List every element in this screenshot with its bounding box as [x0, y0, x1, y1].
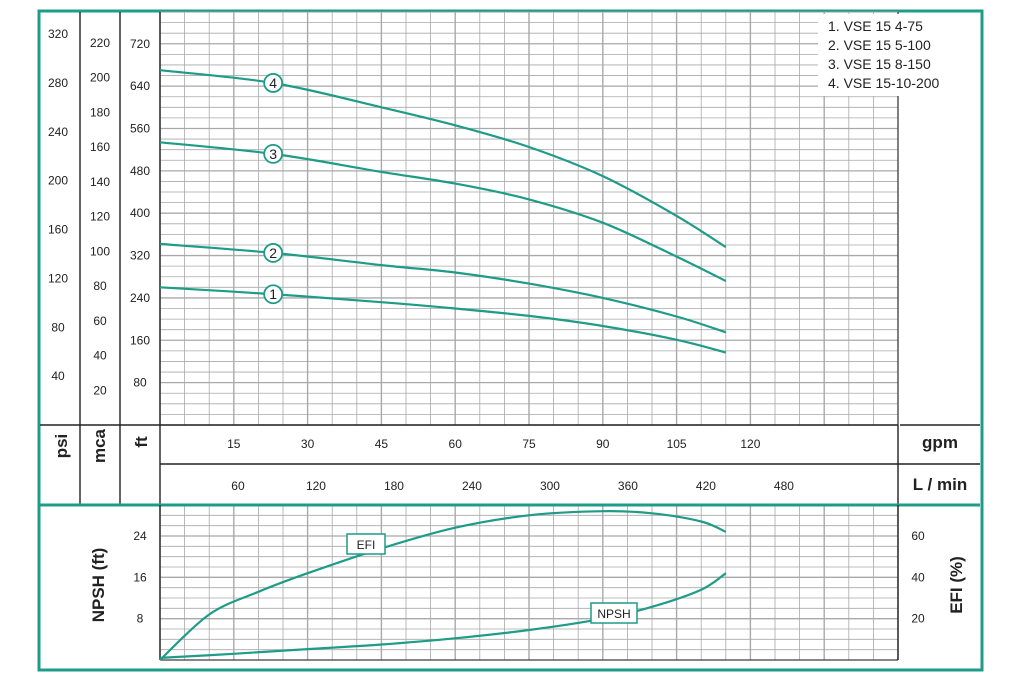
npsh-tick-label: 24: [133, 529, 147, 543]
curve-marker-3: [263, 144, 284, 164]
npsh-tick-label: 8: [137, 612, 144, 626]
npsh-tick-label: 16: [133, 570, 147, 584]
lmin-tick-label: 120: [306, 479, 326, 493]
ft-tick-label: 480: [130, 164, 150, 178]
psi-tick-label: 320: [48, 27, 68, 41]
efi-tick-label: 60: [911, 529, 925, 543]
legend-entry-4: 4. VSE 15-10-200: [828, 75, 940, 91]
lmin-tick-label: 180: [384, 479, 404, 493]
lmin-tick-label: 420: [696, 479, 716, 493]
mca-tick-label: 220: [90, 36, 110, 50]
ft-axis-label: ft: [132, 436, 151, 448]
efi-curve-label-box: [346, 533, 386, 555]
psi-tick-label: 240: [48, 125, 68, 139]
curve-marker-4: [263, 73, 284, 93]
curve-marker-label-4: 4: [269, 75, 277, 91]
mca-tick-label: 160: [90, 140, 110, 154]
curve-marker-label-2: 2: [269, 245, 277, 261]
ft-tick-label: 320: [130, 249, 150, 263]
legend-entry-3: 3. VSE 15 8-150: [828, 56, 931, 72]
psi-tick-label: 120: [48, 271, 68, 285]
npsh-curve-label: NPSH: [597, 607, 630, 621]
mca-tick-label: 80: [93, 279, 107, 293]
legend-entry-2: 2. VSE 15 5-100: [828, 37, 931, 53]
psi-tick-label: 280: [48, 76, 68, 90]
efi-curve: [159, 510, 727, 661]
curve-marker-label-1: 1: [269, 286, 277, 302]
npsh-axis-label: NPSH (ft): [89, 548, 108, 623]
ft-tick-label: 640: [130, 79, 150, 93]
gpm-axis-label: gpm: [922, 433, 958, 452]
gpm-tick-label: 120: [740, 437, 760, 451]
curve-marker-1: [263, 284, 284, 305]
ft-tick-label: 560: [130, 121, 150, 135]
curve-markers: 1 2 3 4 EFI NPSH: [263, 73, 638, 624]
efi-tick-label: 20: [911, 612, 925, 626]
mca-tick-label: 100: [90, 244, 110, 258]
gpm-tick-label: 45: [375, 437, 389, 451]
psi-tick-label: 40: [51, 369, 65, 383]
psi-tick-label: 80: [51, 320, 65, 334]
npsh-curve: [159, 572, 727, 659]
lmin-tick-label: 480: [774, 479, 794, 493]
ft-tick-label: 720: [130, 37, 150, 51]
curve-marker-2: [263, 243, 284, 263]
curves: [159, 69, 727, 661]
mca-axis-label: mca: [90, 428, 109, 463]
tick-labels: 4080120160200240280320204060801001201401…: [48, 27, 925, 626]
ft-tick-label: 240: [130, 291, 150, 305]
npsh-curve-label-box: [590, 602, 638, 624]
mca-tick-label: 200: [90, 71, 110, 85]
lmin-tick-label: 360: [618, 479, 638, 493]
ft-tick-label: 80: [133, 376, 147, 390]
ft-tick-label: 400: [130, 206, 150, 220]
mca-tick-label: 180: [90, 105, 110, 119]
gpm-tick-label: 105: [667, 437, 687, 451]
efi-curve-label: EFI: [357, 538, 376, 552]
ft-tick-label: 160: [130, 333, 150, 347]
mca-tick-label: 140: [90, 175, 110, 189]
gpm-tick-label: 60: [449, 437, 463, 451]
curve-marker-label-3: 3: [269, 146, 277, 162]
gpm-tick-label: 15: [227, 437, 241, 451]
gpm-tick-label: 75: [522, 437, 536, 451]
lmin-tick-label: 240: [462, 479, 482, 493]
legend-box: [818, 14, 980, 96]
efi-axis-label: EFI (%): [947, 556, 966, 614]
gpm-tick-label: 90: [596, 437, 610, 451]
lmin-tick-label: 300: [540, 479, 560, 493]
mca-tick-label: 20: [93, 383, 107, 397]
psi-axis-label: psi: [52, 434, 71, 459]
legend-entry-1: 1. VSE 15 4-75: [828, 18, 923, 34]
mca-tick-label: 120: [90, 210, 110, 224]
psi-tick-label: 160: [48, 223, 68, 237]
mca-tick-label: 40: [93, 349, 107, 363]
lower-plot-grid: [159, 504, 899, 661]
lmin-tick-label: 60: [231, 479, 245, 493]
mca-tick-label: 60: [93, 314, 107, 328]
gpm-tick-label: 30: [301, 437, 315, 451]
panel-dividers: [40, 12, 980, 661]
psi-tick-label: 200: [48, 174, 68, 188]
lmin-axis-label: L / min: [913, 475, 967, 494]
efi-tick-label: 40: [911, 570, 925, 584]
